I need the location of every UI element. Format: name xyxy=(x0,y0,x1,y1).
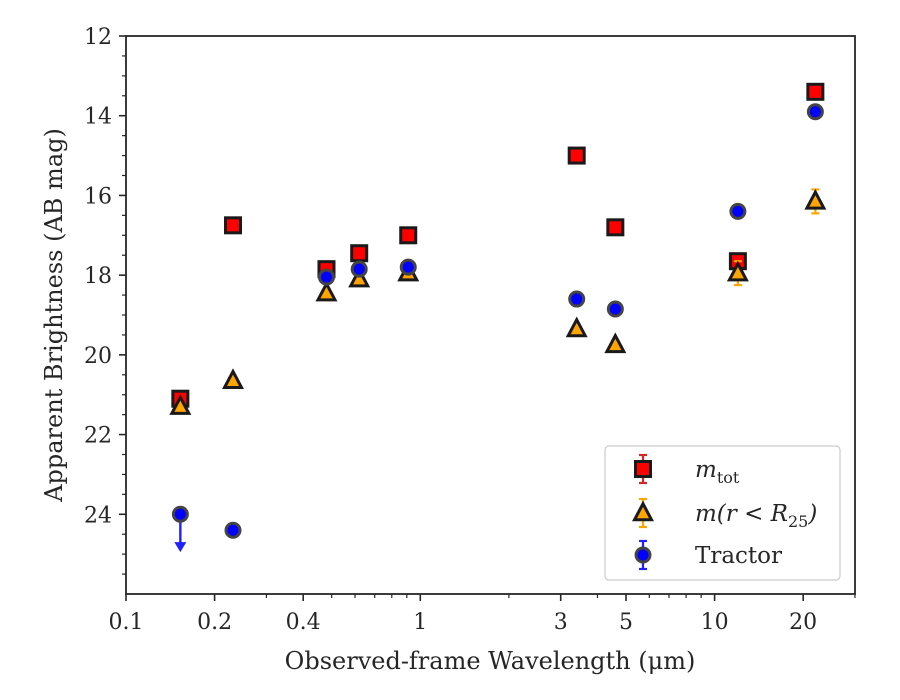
x-tick-label: 3 xyxy=(554,610,568,635)
data-point-circle xyxy=(171,505,189,523)
data-point-square xyxy=(806,82,825,101)
legend-box xyxy=(604,445,841,581)
x-axis-label: Observed-frame Wavelength (μm) xyxy=(285,647,696,675)
legend-marker-triangle xyxy=(632,500,654,522)
data-point-triangle xyxy=(222,368,245,390)
legend-label: m(r < R25) xyxy=(695,501,817,531)
data-point-circle xyxy=(350,260,368,278)
data-point-triangle xyxy=(348,266,371,288)
data-point-circle xyxy=(729,202,747,220)
data-point-circle xyxy=(806,103,824,121)
legend-marker-circle xyxy=(634,546,652,564)
data-point-circle xyxy=(568,290,586,308)
data-point-triangle xyxy=(726,260,749,282)
data-point-triangle xyxy=(565,316,588,338)
data-point-square xyxy=(567,146,586,165)
plot-marks xyxy=(169,82,827,553)
legend-label: mtot xyxy=(695,457,740,487)
x-tick-label: 0.4 xyxy=(286,610,321,635)
axes: 0.1 0.2 0.4 1 3 5 10 20 12 14 16 18 20 22 24 xyxy=(84,25,856,635)
x-tick-label: 1 xyxy=(413,610,427,635)
y-tick-label: 22 xyxy=(84,424,112,449)
x-tick-label: 20 xyxy=(789,610,817,635)
data-point-circle xyxy=(317,268,335,286)
data-point-triangle xyxy=(604,332,627,354)
data-point-square xyxy=(606,218,625,237)
data-point-square xyxy=(399,226,418,245)
y-tick-label: 12 xyxy=(84,25,112,50)
y-tick-label: 18 xyxy=(84,264,112,289)
data-point-square xyxy=(350,244,369,263)
upper-limit-arrowhead xyxy=(174,542,187,553)
data-point-circle xyxy=(224,521,242,539)
data-point-triangle xyxy=(169,394,192,415)
x-tick-label: 5 xyxy=(619,610,633,635)
data-point-circle xyxy=(399,258,417,276)
data-point-square xyxy=(224,216,243,235)
y-axis-label: Apparent Brightness (AB mag) xyxy=(40,128,68,503)
legend-label: Tractor xyxy=(695,543,782,569)
x-tick-label: 10 xyxy=(701,610,729,635)
legend: mtot m(r < R25) Tractor xyxy=(604,445,841,581)
data-point-triangle xyxy=(804,188,827,210)
data-point-triangle xyxy=(315,280,338,302)
data-point-circle xyxy=(606,300,624,318)
y-tick-label: 14 xyxy=(84,105,112,130)
x-tick-label: 0.2 xyxy=(197,610,232,635)
y-tick-label: 16 xyxy=(84,184,112,209)
legend-marker-square xyxy=(634,460,652,478)
y-tick-label: 24 xyxy=(84,503,112,528)
y-tick-label: 20 xyxy=(84,344,112,369)
x-tick-label: 0.1 xyxy=(109,610,144,635)
